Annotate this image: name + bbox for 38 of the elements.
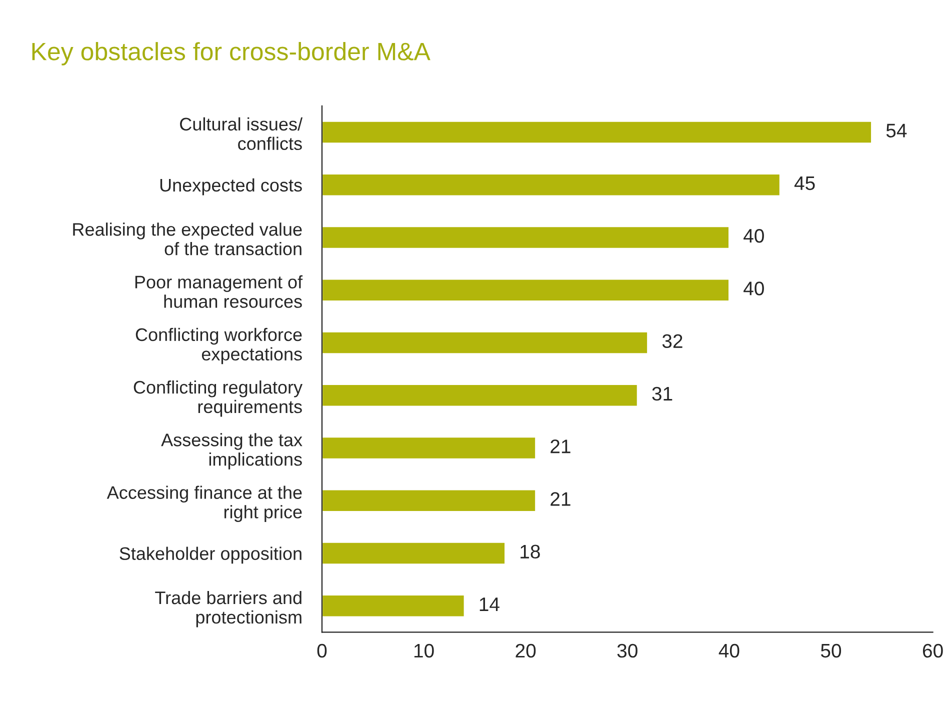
- bar: [322, 436, 536, 460]
- y-tick-label: Stakeholder opposition: [120, 546, 302, 564]
- bar: [322, 384, 638, 408]
- data-label: 54: [886, 124, 907, 138]
- data-label: 18: [520, 544, 540, 559]
- data-label: 31: [652, 386, 672, 401]
- y-tick-label: Unexpected costs: [160, 178, 302, 196]
- data-label: 40: [744, 228, 764, 243]
- chart-title: Key obstacles for cross-border M&A: [32, 42, 430, 66]
- x-tick-label: 50: [820, 644, 842, 658]
- data-label: 32: [662, 334, 682, 348]
- data-label: 45: [794, 176, 815, 190]
- x-tick-label: 0: [317, 644, 327, 658]
- data-label: 21: [550, 492, 570, 506]
- y-tick-label: Realising the expected value of the transaction: [73, 222, 302, 256]
- bar: [322, 226, 730, 250]
- data-label: 21: [550, 439, 570, 454]
- bar: [322, 120, 872, 144]
- y-tick-label: Poor management of human resources: [135, 275, 303, 308]
- y-tick-label: Cultural issues/ conflicts: [180, 117, 303, 150]
- y-tick-label: Assessing the tax implications: [161, 433, 302, 470]
- y-tick-label: Accessing finance at the right price: [106, 486, 302, 522]
- bar: [322, 542, 506, 566]
- y-tick-label: Conflicting regulatory requirements: [134, 380, 303, 417]
- x-tick-label: 40: [718, 644, 740, 658]
- bar: [322, 278, 730, 302]
- bar: [322, 331, 648, 355]
- bar: [322, 488, 536, 512]
- bar: [322, 173, 781, 197]
- data-label: 40: [744, 282, 764, 296]
- y-tick-label: Conflicting workforce expectations: [136, 328, 302, 364]
- x-tick-label: 60: [922, 644, 943, 658]
- x-tick-label: 10: [414, 644, 434, 658]
- data-label: 14: [480, 598, 500, 611]
- x-tick-label: 30: [617, 644, 638, 658]
- y-tick-label: Trade barriers and protectionism: [155, 590, 302, 628]
- x-tick-label: 20: [516, 644, 536, 658]
- bar: [322, 594, 466, 618]
